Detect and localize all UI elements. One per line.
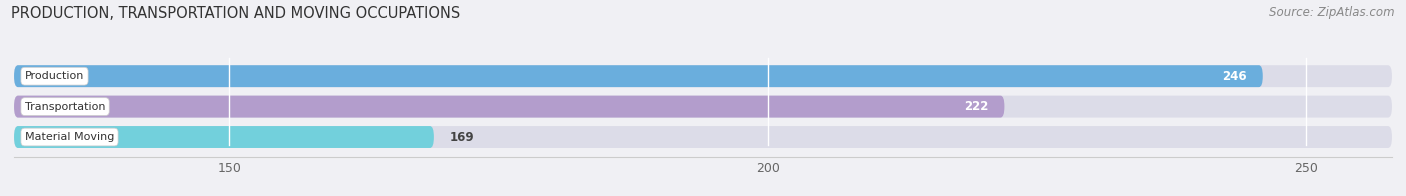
Text: PRODUCTION, TRANSPORTATION AND MOVING OCCUPATIONS: PRODUCTION, TRANSPORTATION AND MOVING OC… [11,6,461,21]
FancyBboxPatch shape [14,126,434,148]
FancyBboxPatch shape [14,65,1392,87]
Text: Transportation: Transportation [25,102,105,112]
Text: Source: ZipAtlas.com: Source: ZipAtlas.com [1270,6,1395,19]
Text: Production: Production [25,71,84,81]
FancyBboxPatch shape [14,96,1392,118]
Text: 169: 169 [450,131,475,143]
FancyBboxPatch shape [14,65,1263,87]
Text: Material Moving: Material Moving [25,132,114,142]
FancyBboxPatch shape [14,126,1392,148]
Text: 246: 246 [1222,70,1247,83]
Text: 222: 222 [965,100,988,113]
FancyBboxPatch shape [14,96,1004,118]
